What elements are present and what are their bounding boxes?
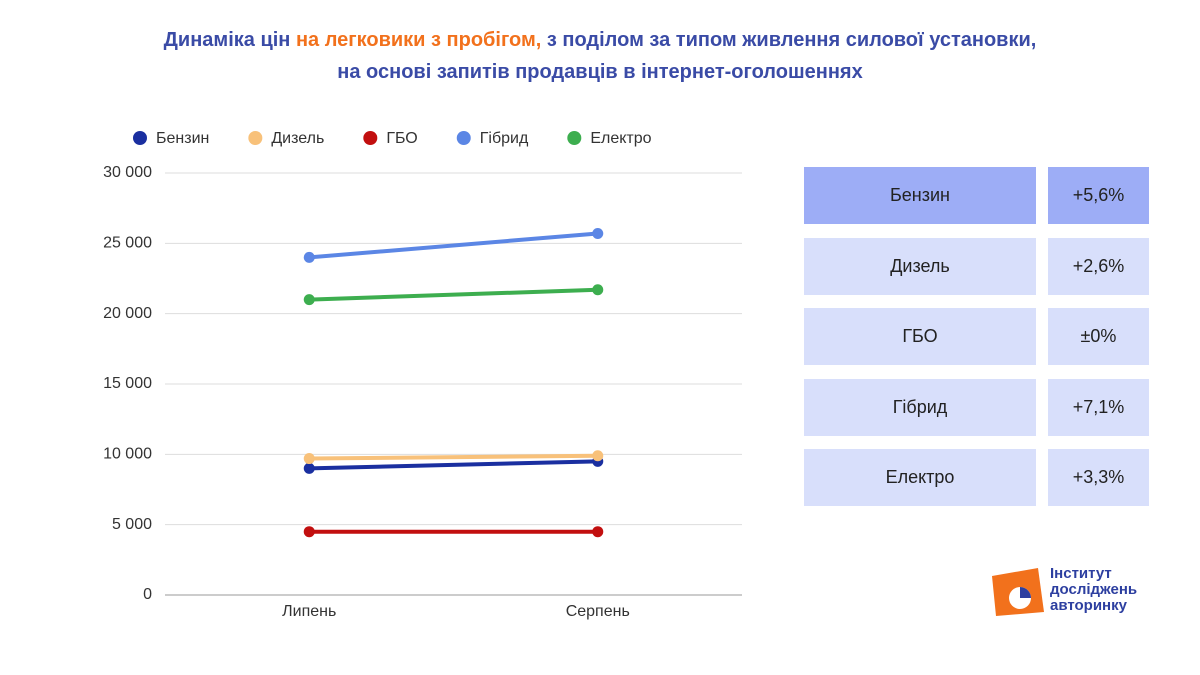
legend-label: Електро	[590, 130, 651, 147]
x-tick-label: Серпень	[566, 603, 630, 620]
series-line	[309, 459, 598, 471]
legend-label: Бензин	[156, 130, 209, 147]
table-label: Дизель	[804, 237, 1036, 295]
legend-marker	[133, 131, 147, 145]
series-line	[309, 287, 598, 302]
legend-label: Гібрид	[480, 130, 529, 147]
logo-line: Інститут	[1050, 565, 1112, 582]
logo-line: авторинку	[1050, 597, 1127, 614]
y-tick-label: 25 000	[103, 235, 152, 252]
x-tick-label: Липень	[282, 603, 336, 620]
legend-marker	[363, 131, 378, 145]
legend-marker	[456, 131, 471, 145]
table-value: +5,6%	[1048, 167, 1149, 224]
point	[303, 462, 315, 474]
chart-title: Динаміка цін на легковики з пробігом, з …	[0, 24, 1200, 88]
legend-label: Дизель	[271, 130, 324, 147]
table-value: +2,6%	[1048, 237, 1149, 295]
table-value: +7,1%	[1048, 378, 1149, 436]
y-tick-label: 15 000	[103, 375, 152, 392]
title-part: на основі запитів продавців в інтернет-о…	[337, 61, 863, 83]
chart: 0 5 000 10 000 15 000 20 000 25 000 30 000 Липе…	[103, 130, 742, 620]
point	[592, 284, 604, 296]
logo-line: досліджень	[1050, 581, 1138, 598]
table-label: Електро	[804, 449, 1036, 506]
y-tick-label: 10 000	[103, 446, 152, 463]
title-highlight: на легковики з пробігом,	[295, 29, 542, 51]
legend-marker	[567, 131, 582, 145]
y-tick-label: 20 000	[103, 305, 152, 322]
y-tick-label: 0	[143, 586, 152, 603]
table-value: ±0%	[1048, 308, 1149, 365]
legend-label: ГБО	[386, 130, 417, 147]
title-part: з поділом за типом живлення силової уста…	[541, 29, 1037, 51]
point	[592, 526, 604, 538]
series-line	[309, 453, 598, 461]
logo: Інститут досліджень авторинку	[988, 566, 1168, 622]
y-tick-label: 30 000	[103, 164, 152, 181]
point	[303, 251, 315, 263]
point	[592, 450, 604, 462]
logo-text: Інститут досліджень авторинку	[1050, 566, 1137, 614]
point	[303, 453, 315, 465]
table-value: +3,3%	[1048, 449, 1149, 506]
logo-icon	[992, 568, 1044, 616]
y-tick-label: 5 000	[112, 516, 152, 533]
table-label: ГБО	[804, 308, 1036, 365]
point	[303, 526, 315, 538]
series-line	[309, 231, 598, 260]
table-label: Бензин	[804, 167, 1036, 224]
point	[303, 294, 315, 306]
point	[592, 227, 604, 239]
table-label: Гібрид	[804, 378, 1036, 436]
title-part: Динаміка цін	[163, 29, 296, 51]
legend-marker	[248, 131, 263, 145]
